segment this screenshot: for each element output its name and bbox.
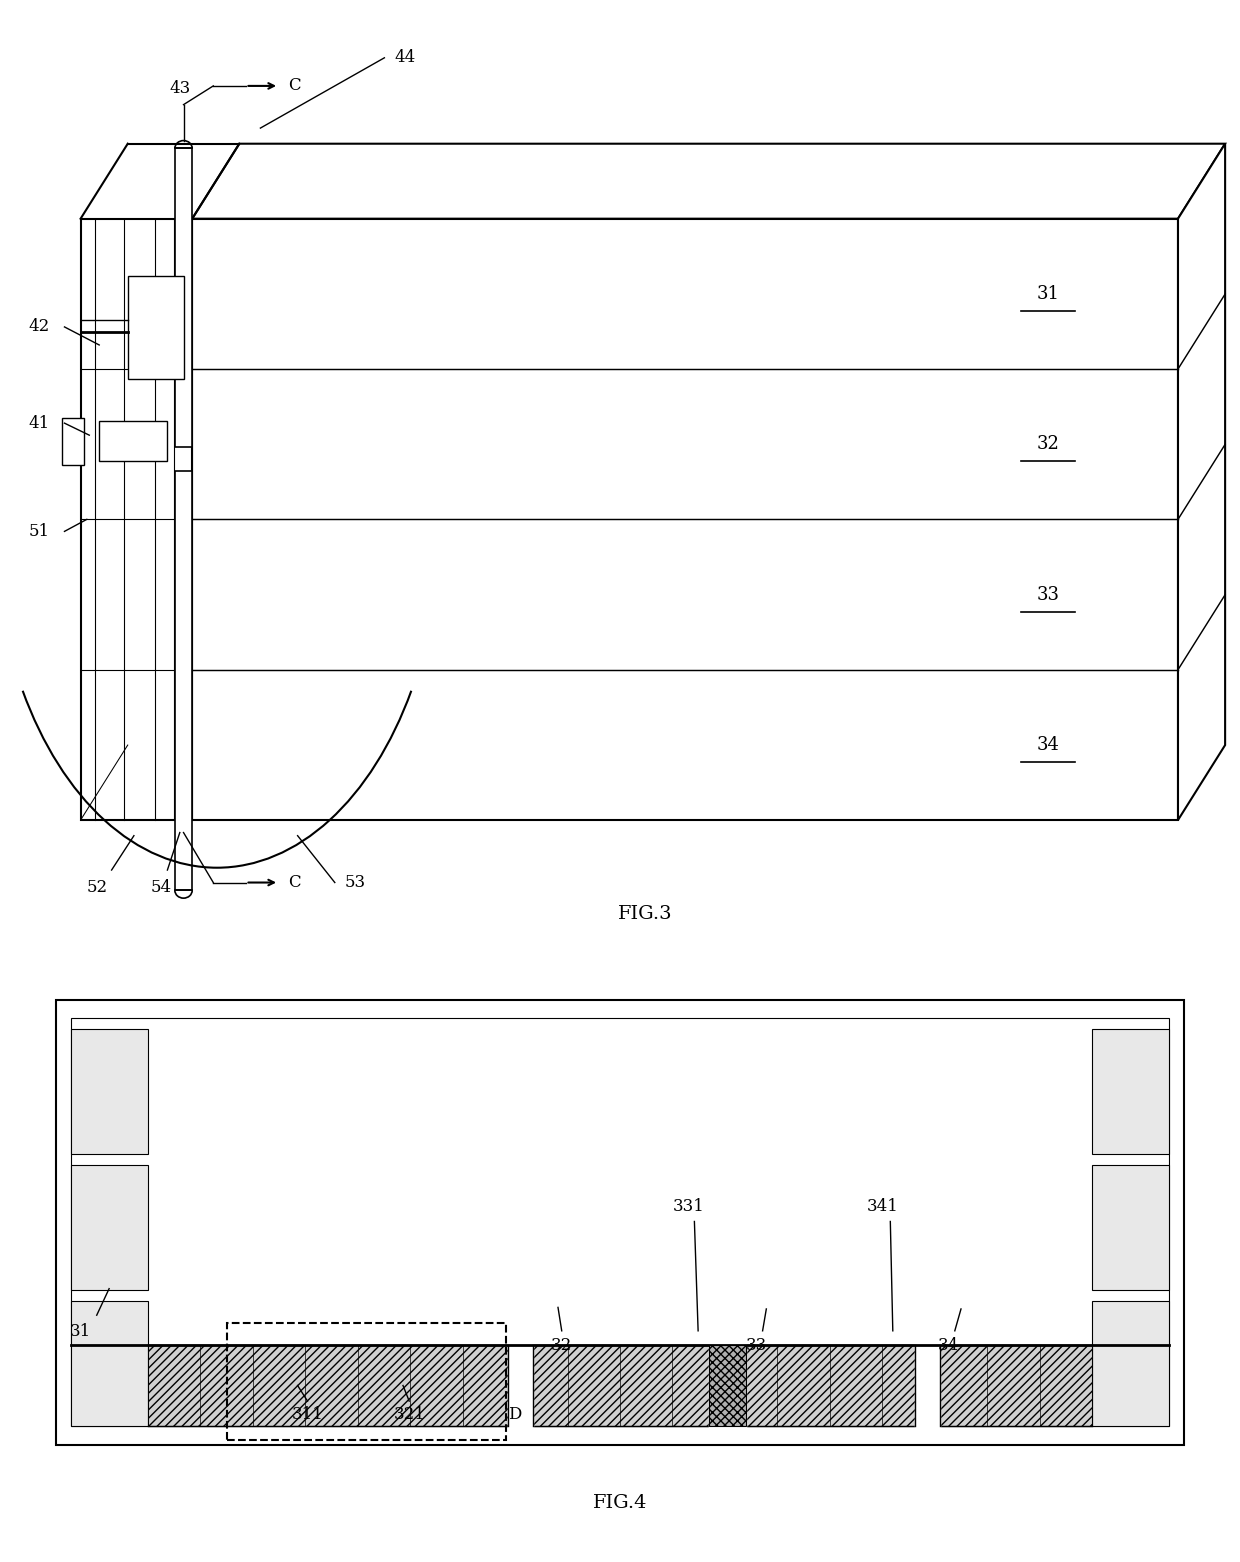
Text: FIG.3: FIG.3	[618, 904, 672, 923]
Text: 32: 32	[551, 1337, 573, 1354]
Text: C: C	[288, 875, 300, 890]
Polygon shape	[709, 1345, 746, 1426]
Text: 53: 53	[345, 875, 366, 890]
Polygon shape	[71, 1165, 148, 1290]
Polygon shape	[128, 276, 184, 380]
Polygon shape	[192, 144, 1225, 219]
Polygon shape	[175, 148, 192, 447]
Polygon shape	[1092, 1029, 1169, 1154]
Polygon shape	[175, 472, 192, 890]
Polygon shape	[99, 420, 167, 461]
Polygon shape	[1092, 1301, 1169, 1426]
Bar	[62, 417, 84, 464]
Text: 31: 31	[1037, 284, 1059, 303]
Text: 32: 32	[1037, 436, 1059, 453]
Text: 33: 33	[745, 1337, 768, 1354]
Polygon shape	[148, 1345, 1092, 1426]
Text: 321: 321	[393, 1406, 425, 1423]
Polygon shape	[71, 1029, 148, 1154]
Text: D: D	[508, 1406, 522, 1423]
Polygon shape	[915, 1340, 940, 1431]
Text: 331: 331	[672, 1198, 704, 1215]
Polygon shape	[1092, 1165, 1169, 1290]
Text: FIG.4: FIG.4	[593, 1493, 647, 1512]
Text: 34: 34	[937, 1337, 960, 1354]
Text: 54: 54	[150, 879, 172, 897]
Text: 41: 41	[29, 414, 50, 431]
Text: 43: 43	[169, 80, 191, 97]
Text: 51: 51	[29, 523, 50, 540]
Text: 42: 42	[29, 319, 50, 336]
Polygon shape	[56, 1000, 1184, 1445]
Polygon shape	[508, 1340, 533, 1431]
Text: 311: 311	[291, 1406, 324, 1423]
Text: 33: 33	[1037, 586, 1059, 603]
Text: 31: 31	[69, 1323, 92, 1340]
Polygon shape	[1178, 144, 1225, 820]
Polygon shape	[71, 1301, 148, 1426]
Text: 52: 52	[86, 879, 108, 897]
Text: 341: 341	[867, 1198, 899, 1215]
Text: 44: 44	[394, 50, 415, 66]
Polygon shape	[81, 219, 192, 820]
Text: C: C	[288, 78, 300, 94]
Text: 34: 34	[1037, 736, 1059, 754]
Polygon shape	[709, 1340, 746, 1431]
